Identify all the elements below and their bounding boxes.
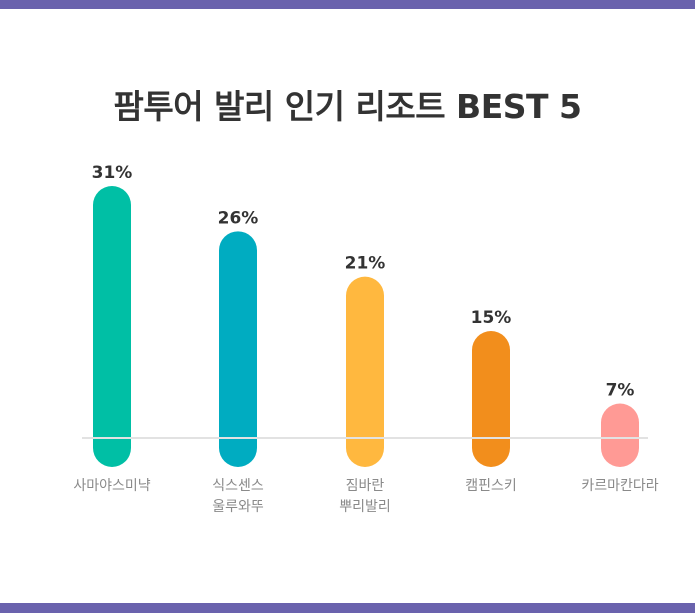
category-label: 짐바란 — [346, 478, 385, 494]
value-label: 15% — [471, 308, 512, 328]
category-label: 캠핀스키 — [465, 478, 517, 494]
bar — [219, 231, 257, 467]
bar — [93, 186, 131, 467]
bars-layer — [93, 186, 639, 467]
bar — [601, 403, 639, 467]
value-label: 21% — [345, 254, 386, 274]
bar — [472, 331, 510, 467]
chart-title: 팜투어 발리 인기 리조트 BEST 5 — [113, 87, 582, 126]
category-label: 울루와뚜 — [212, 499, 264, 515]
value-label: 26% — [218, 208, 259, 228]
value-label: 31% — [92, 163, 133, 183]
category-label: 뿌리발리 — [339, 499, 391, 515]
value-label: 7% — [606, 381, 635, 401]
bottom-frame-band — [0, 603, 695, 613]
top-frame-band — [0, 0, 695, 9]
category-label: 카르마칸다라 — [581, 478, 658, 494]
bar — [346, 276, 384, 467]
category-label: 사마야스미냑 — [73, 478, 150, 494]
category-label: 식스센스 — [212, 478, 264, 494]
